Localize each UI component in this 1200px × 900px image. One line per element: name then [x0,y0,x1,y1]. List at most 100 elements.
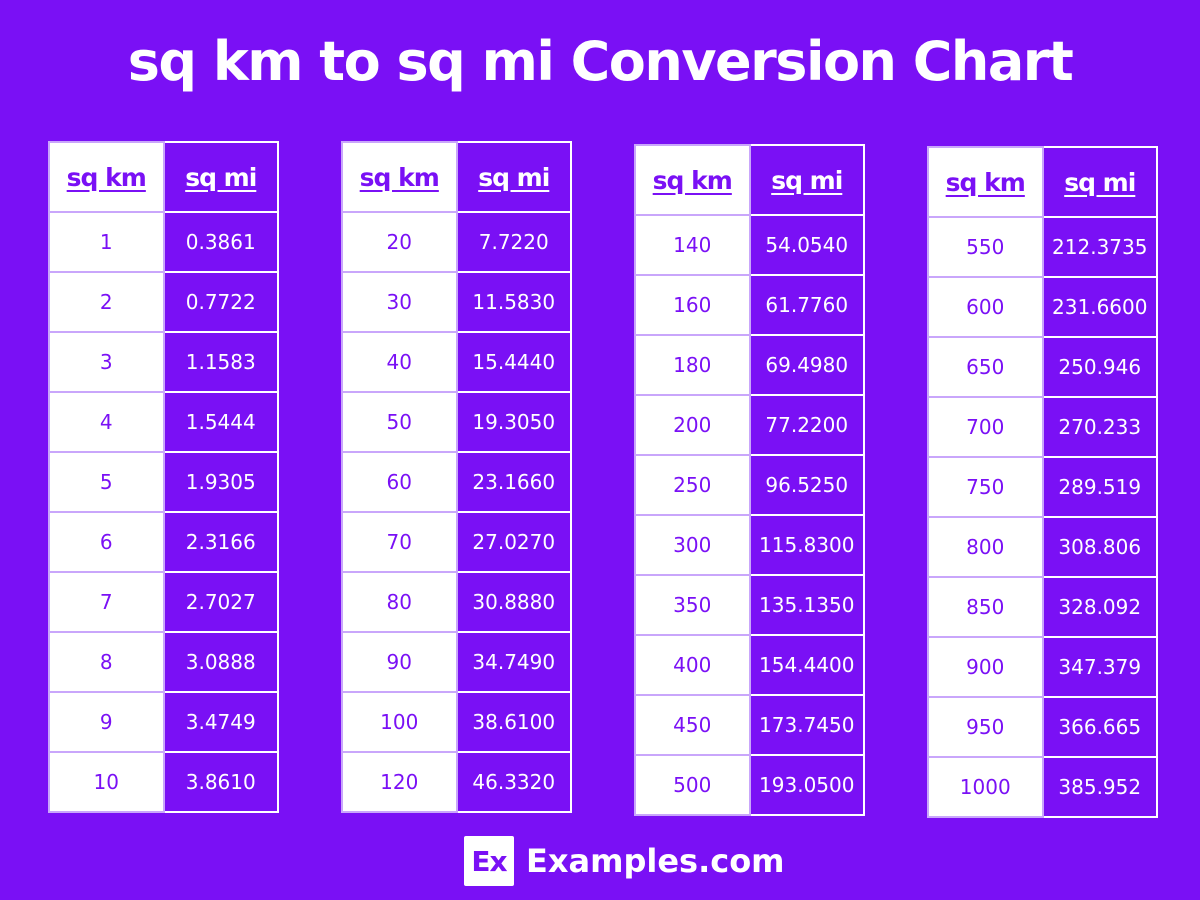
sq-mi-cell: 0.7722 [162,271,279,333]
sq-mi-cell: 3.8610 [162,751,279,813]
table-row: 900 347.379 [927,636,1158,698]
table-row: 600 231.6600 [927,276,1158,338]
sq-mi-cell: 46.3320 [455,751,572,813]
sq-mi-cell: 328.092 [1041,576,1158,638]
sq-mi-cell: 11.5830 [455,271,572,333]
sq-mi-cell: 2.7027 [162,571,279,633]
sq-mi-cell: 77.2200 [748,394,865,456]
sq-km-cell: 40 [341,331,458,393]
conversion-table: sq km sq mi 1 0.3861 2 0.7722 3 1.1583 4 1.5444 5 1… [48,141,279,813]
table-row: 550 212.3735 [927,216,1158,278]
sq-km-cell: 140 [634,214,751,276]
sq-km-cell: 7 [48,571,165,633]
sq-mi-cell: 3.4749 [162,691,279,753]
sq-km-cell: 600 [927,276,1044,338]
table-row: 10 3.8610 [48,751,279,813]
sq-mi-cell: 15.4440 [455,331,572,393]
sq-km-cell: 30 [341,271,458,333]
sq-km-cell: 3 [48,331,165,393]
sq-mi-cell: 23.1660 [455,451,572,513]
table-row: 250 96.5250 [634,454,865,516]
sq-mi-cell: 231.6600 [1041,276,1158,338]
sq-mi-cell: 289.519 [1041,456,1158,518]
table-row: 650 250.946 [927,336,1158,398]
sq-mi-cell: 173.7450 [748,694,865,756]
page-title: sq km to sq mi Conversion Chart [127,30,1074,93]
conversion-table: sq km sq mi 20 7.7220 30 11.5830 40 15.4440 50 19… [341,141,572,813]
table-row: 1 0.3861 [48,211,279,273]
table-row: 8 3.0888 [48,631,279,693]
sq-mi-cell: 347.379 [1041,636,1158,698]
header-row: sq km sq mi [48,141,279,213]
sq-km-cell: 50 [341,391,458,453]
sq-km-cell: 750 [927,456,1044,518]
sq-mi-cell: 27.0270 [455,511,572,573]
sq-km-cell: 1000 [927,756,1044,818]
sq-mi-cell: 385.952 [1041,756,1158,818]
sq-mi-cell: 3.0888 [162,631,279,693]
sq-km-cell: 5 [48,451,165,513]
table-row: 100 38.6100 [341,691,572,753]
header-row: sq km sq mi [927,146,1158,218]
sq-mi-cell: 34.7490 [455,631,572,693]
header-sq-mi: sq mi [748,144,865,216]
table-row: 300 115.8300 [634,514,865,576]
table-row: 20 7.7220 [341,211,572,273]
sq-mi-cell: 193.0500 [748,754,865,816]
table-row: 9 3.4749 [48,691,279,753]
sq-km-cell: 300 [634,514,751,576]
sq-km-cell: 100 [341,691,458,753]
table-row: 1000 385.952 [927,756,1158,818]
sq-mi-cell: 69.4980 [748,334,865,396]
sq-km-cell: 400 [634,634,751,696]
sq-km-cell: 450 [634,694,751,756]
sq-km-cell: 180 [634,334,751,396]
sq-km-cell: 10 [48,751,165,813]
sq-km-cell: 700 [927,396,1044,458]
table-row: 5 1.9305 [48,451,279,513]
table-row: 350 135.1350 [634,574,865,636]
table-row: 400 154.4400 [634,634,865,696]
sq-mi-cell: 54.0540 [748,214,865,276]
sq-mi-cell: 38.6100 [455,691,572,753]
sq-km-cell: 650 [927,336,1044,398]
table-row: 450 173.7450 [634,694,865,756]
header-row: sq km sq mi [341,141,572,213]
table-row: 60 23.1660 [341,451,572,513]
header-row: sq km sq mi [634,144,865,216]
sq-mi-cell: 1.9305 [162,451,279,513]
table-row: 750 289.519 [927,456,1158,518]
sq-mi-cell: 1.5444 [162,391,279,453]
table-row: 800 308.806 [927,516,1158,578]
sq-km-cell: 850 [927,576,1044,638]
sq-km-cell: 500 [634,754,751,816]
sq-mi-cell: 250.946 [1041,336,1158,398]
sq-km-cell: 80 [341,571,458,633]
sq-mi-cell: 2.3166 [162,511,279,573]
table-row: 70 27.0270 [341,511,572,573]
table-row: 30 11.5830 [341,271,572,333]
table-row: 3 1.1583 [48,331,279,393]
table-row: 2 0.7722 [48,271,279,333]
table-row: 7 2.7027 [48,571,279,633]
table-row: 200 77.2200 [634,394,865,456]
sq-mi-cell: 115.8300 [748,514,865,576]
examples-logo: Ex Examples.com [464,836,785,886]
conversion-table: sq km sq mi 140 54.0540 160 61.7760 180 69.4980… [634,144,865,816]
sq-mi-cell: 270.233 [1041,396,1158,458]
table-row: 50 19.3050 [341,391,572,453]
sq-km-cell: 9 [48,691,165,753]
sq-mi-cell: 212.3735 [1041,216,1158,278]
sq-mi-cell: 61.7760 [748,274,865,336]
table-row: 500 193.0500 [634,754,865,816]
header-sq-km: sq km [634,144,751,216]
header-sq-mi: sq mi [162,141,279,213]
logo-mark-icon: Ex [464,836,514,886]
table-row: 140 54.0540 [634,214,865,276]
site-name: Examples.com [526,842,785,880]
table-row: 80 30.8880 [341,571,572,633]
sq-mi-cell: 154.4400 [748,634,865,696]
sq-km-cell: 90 [341,631,458,693]
sq-mi-cell: 0.3861 [162,211,279,273]
table-row: 4 1.5444 [48,391,279,453]
